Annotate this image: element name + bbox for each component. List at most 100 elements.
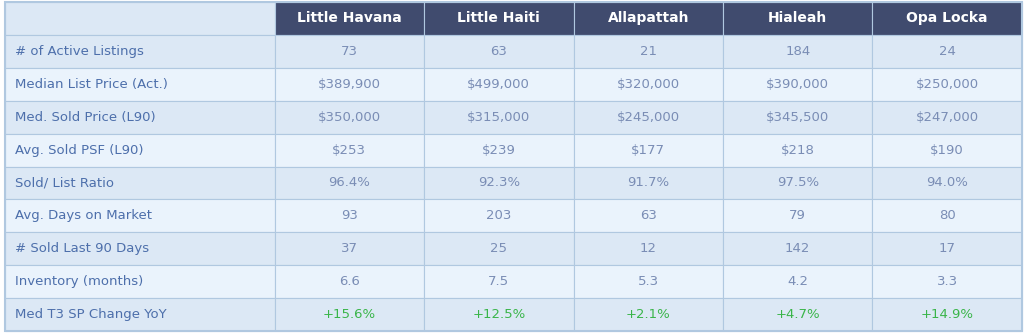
FancyBboxPatch shape xyxy=(5,232,274,265)
Text: 184: 184 xyxy=(785,45,810,58)
Text: 80: 80 xyxy=(939,209,955,222)
FancyBboxPatch shape xyxy=(723,265,872,298)
FancyBboxPatch shape xyxy=(5,134,274,166)
FancyBboxPatch shape xyxy=(573,134,723,166)
Text: $245,000: $245,000 xyxy=(616,111,680,124)
FancyBboxPatch shape xyxy=(424,265,573,298)
FancyBboxPatch shape xyxy=(5,166,274,199)
FancyBboxPatch shape xyxy=(573,199,723,232)
Text: 4.2: 4.2 xyxy=(787,275,808,288)
Text: Little Havana: Little Havana xyxy=(297,11,401,25)
Text: Hialeah: Hialeah xyxy=(768,11,827,25)
Text: # Sold Last 90 Days: # Sold Last 90 Days xyxy=(15,242,150,255)
Text: +14.9%: +14.9% xyxy=(921,308,974,321)
Text: $315,000: $315,000 xyxy=(467,111,530,124)
FancyBboxPatch shape xyxy=(573,298,723,331)
FancyBboxPatch shape xyxy=(424,2,573,35)
FancyBboxPatch shape xyxy=(573,232,723,265)
FancyBboxPatch shape xyxy=(872,2,1022,35)
Text: 24: 24 xyxy=(939,45,955,58)
Text: 142: 142 xyxy=(785,242,810,255)
FancyBboxPatch shape xyxy=(5,199,274,232)
FancyBboxPatch shape xyxy=(723,199,872,232)
FancyBboxPatch shape xyxy=(274,166,424,199)
Text: $390,000: $390,000 xyxy=(766,78,829,91)
FancyBboxPatch shape xyxy=(274,68,424,101)
Text: Inventory (months): Inventory (months) xyxy=(15,275,143,288)
FancyBboxPatch shape xyxy=(5,101,274,134)
Text: +12.5%: +12.5% xyxy=(472,308,525,321)
FancyBboxPatch shape xyxy=(573,166,723,199)
FancyBboxPatch shape xyxy=(274,265,424,298)
Text: Avg. Days on Market: Avg. Days on Market xyxy=(15,209,153,222)
FancyBboxPatch shape xyxy=(5,35,274,68)
Text: $177: $177 xyxy=(631,144,666,157)
FancyBboxPatch shape xyxy=(723,298,872,331)
FancyBboxPatch shape xyxy=(872,101,1022,134)
Text: 93: 93 xyxy=(341,209,357,222)
FancyBboxPatch shape xyxy=(424,199,573,232)
FancyBboxPatch shape xyxy=(424,35,573,68)
Text: $389,900: $389,900 xyxy=(317,78,381,91)
FancyBboxPatch shape xyxy=(424,232,573,265)
Text: $345,500: $345,500 xyxy=(766,111,829,124)
Text: 25: 25 xyxy=(490,242,507,255)
FancyBboxPatch shape xyxy=(872,35,1022,68)
FancyBboxPatch shape xyxy=(872,68,1022,101)
FancyBboxPatch shape xyxy=(573,35,723,68)
Text: # of Active Listings: # of Active Listings xyxy=(15,45,144,58)
Text: $218: $218 xyxy=(781,144,815,157)
FancyBboxPatch shape xyxy=(424,101,573,134)
FancyBboxPatch shape xyxy=(872,232,1022,265)
FancyBboxPatch shape xyxy=(872,265,1022,298)
Text: 37: 37 xyxy=(341,242,357,255)
Text: 94.0%: 94.0% xyxy=(927,176,968,189)
FancyBboxPatch shape xyxy=(723,2,872,35)
Text: $239: $239 xyxy=(482,144,516,157)
FancyBboxPatch shape xyxy=(872,199,1022,232)
Text: $250,000: $250,000 xyxy=(915,78,979,91)
FancyBboxPatch shape xyxy=(274,199,424,232)
Text: $320,000: $320,000 xyxy=(616,78,680,91)
FancyBboxPatch shape xyxy=(424,68,573,101)
Text: 92.3%: 92.3% xyxy=(478,176,520,189)
FancyBboxPatch shape xyxy=(424,298,573,331)
Text: +2.1%: +2.1% xyxy=(626,308,671,321)
Text: 17: 17 xyxy=(939,242,955,255)
FancyBboxPatch shape xyxy=(723,101,872,134)
FancyBboxPatch shape xyxy=(5,298,274,331)
Text: Median List Price (Act.): Median List Price (Act.) xyxy=(15,78,168,91)
Text: $350,000: $350,000 xyxy=(317,111,381,124)
FancyBboxPatch shape xyxy=(723,35,872,68)
Text: +4.7%: +4.7% xyxy=(775,308,820,321)
Text: 6.6: 6.6 xyxy=(339,275,359,288)
Text: 3.3: 3.3 xyxy=(937,275,957,288)
Text: +15.6%: +15.6% xyxy=(323,308,376,321)
Text: 21: 21 xyxy=(640,45,656,58)
Text: Little Haiti: Little Haiti xyxy=(458,11,541,25)
FancyBboxPatch shape xyxy=(5,265,274,298)
Text: Avg. Sold PSF (L90): Avg. Sold PSF (L90) xyxy=(15,144,143,157)
Text: $247,000: $247,000 xyxy=(915,111,979,124)
FancyBboxPatch shape xyxy=(573,68,723,101)
Text: Opa Locka: Opa Locka xyxy=(906,11,988,25)
FancyBboxPatch shape xyxy=(872,166,1022,199)
Text: 203: 203 xyxy=(486,209,511,222)
FancyBboxPatch shape xyxy=(5,2,274,35)
Text: $499,000: $499,000 xyxy=(467,78,530,91)
Text: $253: $253 xyxy=(333,144,367,157)
FancyBboxPatch shape xyxy=(872,298,1022,331)
FancyBboxPatch shape xyxy=(274,101,424,134)
Text: 63: 63 xyxy=(640,209,656,222)
FancyBboxPatch shape xyxy=(424,166,573,199)
FancyBboxPatch shape xyxy=(573,101,723,134)
Text: $190: $190 xyxy=(931,144,964,157)
FancyBboxPatch shape xyxy=(723,68,872,101)
Text: 7.5: 7.5 xyxy=(488,275,509,288)
Text: 5.3: 5.3 xyxy=(638,275,658,288)
FancyBboxPatch shape xyxy=(573,265,723,298)
Text: Med. Sold Price (L90): Med. Sold Price (L90) xyxy=(15,111,156,124)
FancyBboxPatch shape xyxy=(274,35,424,68)
FancyBboxPatch shape xyxy=(424,134,573,166)
FancyBboxPatch shape xyxy=(723,232,872,265)
